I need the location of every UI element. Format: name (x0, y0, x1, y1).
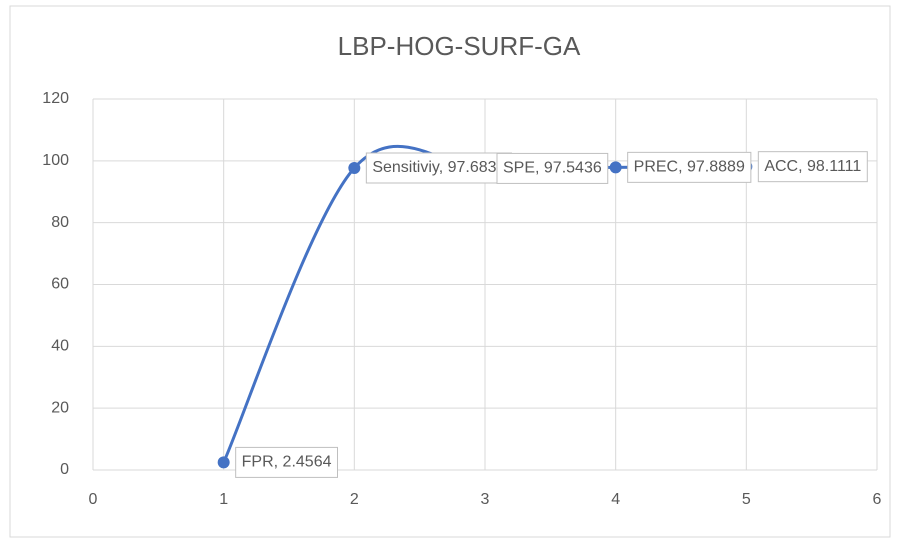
data-label-box (627, 151, 752, 183)
x-tick-label: 6 (873, 491, 882, 508)
chart-title: LBP-HOG-SURF-GA (338, 31, 581, 61)
data-label: FPR, 2.4564 (242, 454, 332, 471)
x-tick-label: 5 (742, 491, 751, 508)
data-label-box (757, 151, 868, 183)
data-label-box (496, 152, 609, 184)
data-label: ACC, 98.1111 (764, 158, 861, 175)
y-tick-label: 120 (42, 90, 69, 107)
data-label: SPE, 97.5436 (503, 160, 602, 177)
x-tick-label: 1 (219, 491, 228, 508)
y-tick-label: 40 (51, 338, 69, 355)
point (348, 161, 361, 174)
x-tick-label: 4 (611, 491, 620, 508)
y-tick-label: 100 (42, 152, 69, 169)
data-label: Sensitiviy, 97.6832 (372, 159, 505, 176)
y-tick-label: 80 (51, 214, 69, 231)
data-label: PREC, 97.8889 (634, 159, 745, 176)
y-tick-label: 0 (60, 461, 69, 478)
y-tick-label: 60 (51, 276, 69, 293)
x-tick-label: 3 (481, 491, 490, 508)
point (609, 161, 622, 174)
chart-frame (9, 5, 891, 538)
x-tick-label: 2 (350, 491, 359, 508)
data-label-box (235, 446, 338, 478)
y-tick-label: 20 (51, 399, 69, 416)
x-tick-label: 0 (89, 491, 98, 508)
point (217, 456, 230, 469)
data-label-box (365, 152, 512, 184)
